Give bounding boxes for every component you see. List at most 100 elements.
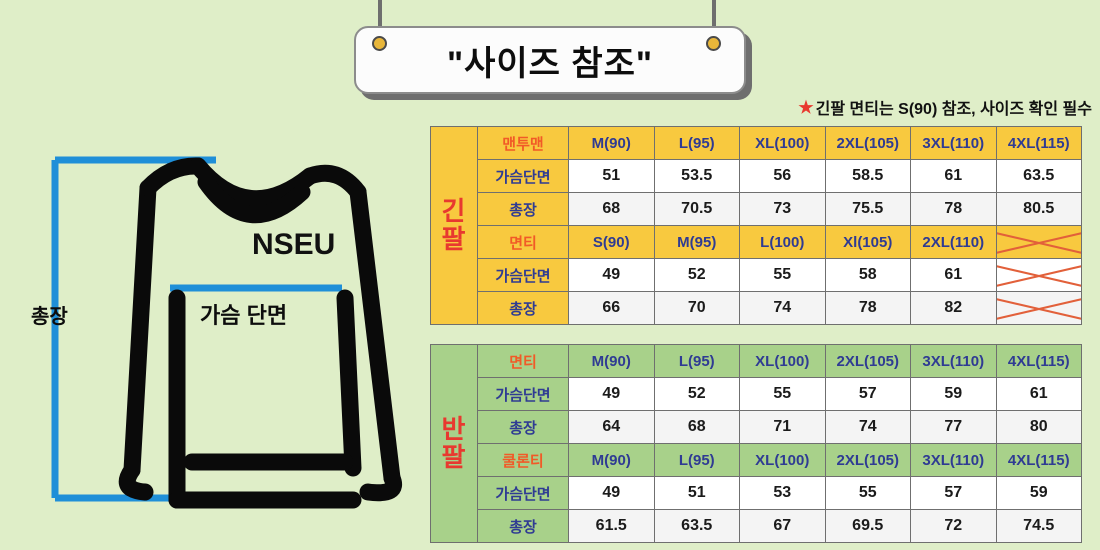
table-row: 가슴단면 49 52 55 58 61: [431, 258, 1082, 292]
measure-value: 55: [824, 476, 911, 510]
measure-value: 52: [653, 377, 740, 411]
category-label-coolon-tee: 쿨론티: [477, 443, 569, 477]
measure-value: 61: [995, 377, 1082, 411]
measure-value: 61: [910, 159, 997, 193]
measure-value: 71: [739, 410, 826, 444]
size-header: L(95): [653, 443, 740, 477]
banner-cord-right: [712, 0, 716, 45]
table-row: 총장 66 70 74 78 82: [431, 291, 1082, 325]
unavailable-cell: [995, 291, 1082, 325]
measure-value: 77: [910, 410, 997, 444]
star-icon: ★: [798, 97, 814, 117]
size-header: 3XL(110): [910, 443, 997, 477]
measure-value: 69.5: [824, 509, 911, 543]
measure-value: 68: [568, 192, 655, 226]
length-label: 총장: [31, 306, 68, 328]
measure-value: 82: [910, 291, 997, 325]
measure-value: 56: [739, 159, 826, 193]
size-header: S(90): [568, 225, 655, 259]
long-sleeve-size-table: 긴 팔 맨투맨 M(90) L(95) XL(100) 2XL(105) 3XL…: [430, 126, 1082, 325]
category-label-cotton-tee: 면티: [477, 344, 569, 378]
measure-label-length: 총장: [477, 192, 569, 226]
measure-value: 61: [910, 258, 997, 292]
measure-label-length: 총장: [477, 509, 569, 543]
size-header: M(95): [653, 225, 740, 259]
measure-value: 49: [568, 377, 655, 411]
size-header: 3XL(110): [910, 344, 997, 378]
banner: "사이즈 참조": [350, 0, 752, 100]
size-header: L(100): [739, 225, 826, 259]
category-label-mtm: 맨투맨: [477, 126, 569, 160]
measure-value: 57: [910, 476, 997, 510]
measure-value: 52: [653, 258, 740, 292]
table-row: 총장 61.5 63.5 67 69.5 72 74.5: [431, 509, 1082, 543]
measure-label-chest: 가슴단면: [477, 377, 569, 411]
measure-value: 70: [653, 291, 740, 325]
shirt-outline: [118, 157, 402, 509]
group-label-line2: 팔: [441, 223, 467, 254]
size-header: 4XL(115): [995, 443, 1082, 477]
size-header: 3XL(110): [910, 126, 997, 160]
measure-value: 72: [910, 509, 997, 543]
page-title: "사이즈 참조": [446, 44, 654, 83]
banner-rivet-right-icon: [706, 36, 721, 51]
measure-value: 49: [568, 476, 655, 510]
measure-value: 58.5: [824, 159, 911, 193]
short-sleeve-size-table: 반 팔 면티 M(90) L(95) XL(100) 2XL(105) 3XL(…: [430, 344, 1082, 543]
measure-value: 51: [568, 159, 655, 193]
measure-value: 53: [739, 476, 826, 510]
table-row: 총장 68 70.5 73 75.5 78 80.5: [431, 192, 1082, 226]
size-header: XL(100): [739, 344, 826, 378]
measure-value: 75.5: [824, 192, 911, 226]
group-label-long: 긴 팔: [430, 126, 478, 325]
group-label-line2: 팔: [441, 441, 467, 472]
chest-label: 가슴 단면: [200, 303, 288, 328]
shirt-illustration: 총장 가슴 단면 NSEU: [20, 130, 420, 530]
measure-value: 74.5: [995, 509, 1082, 543]
measure-value: 49: [568, 258, 655, 292]
measure-value: 78: [824, 291, 911, 325]
table-row: 총장 64 68 71 74 77 80: [431, 410, 1082, 444]
measure-value: 63.5: [995, 159, 1082, 193]
size-header: 2XL(105): [824, 126, 911, 160]
measure-label-length: 총장: [477, 291, 569, 325]
table-row: 가슴단면 51 53.5 56 58.5 61 63.5: [431, 159, 1082, 193]
size-header: L(95): [653, 344, 740, 378]
brand-text: NSEU: [248, 228, 340, 262]
measure-value: 70.5: [653, 192, 740, 226]
group-label-short: 반 팔: [430, 344, 478, 543]
size-header: XL(100): [739, 443, 826, 477]
category-label-cotton-tee: 면티: [477, 225, 569, 259]
measure-value: 63.5: [653, 509, 740, 543]
measure-label-chest: 가슴단면: [477, 258, 569, 292]
measure-value: 78: [910, 192, 997, 226]
group-label-line1: 반: [441, 414, 467, 445]
measure-label-chest: 가슴단면: [477, 159, 569, 193]
banner-cord-left: [378, 0, 382, 45]
size-header: XL(100): [739, 126, 826, 160]
measure-value: 59: [910, 377, 997, 411]
measure-value: 67: [739, 509, 826, 543]
table-row: 면티 S(90) M(95) L(100) Xl(105) 2XL(110): [431, 225, 1082, 259]
measure-value: 61.5: [568, 509, 655, 543]
measure-label-chest: 가슴단면: [477, 476, 569, 510]
size-header: M(90): [568, 126, 655, 160]
table-row: 가슴단면 49 51 53 55 57 59: [431, 476, 1082, 510]
measure-value: 53.5: [653, 159, 740, 193]
size-header: 2XL(110): [910, 225, 997, 259]
banner-rivet-left-icon: [372, 36, 387, 51]
size-header: 2XL(105): [824, 443, 911, 477]
measure-value: 68: [653, 410, 740, 444]
measure-value: 66: [568, 291, 655, 325]
table-row: 반 팔 면티 M(90) L(95) XL(100) 2XL(105) 3XL(…: [430, 344, 1082, 543]
unavailable-cell: [995, 258, 1082, 292]
measure-value: 57: [824, 377, 911, 411]
size-header: Xl(105): [824, 225, 911, 259]
measure-value: 74: [824, 410, 911, 444]
measure-label-length: 총장: [477, 410, 569, 444]
measure-value: 55: [739, 377, 826, 411]
measure-value: 64: [568, 410, 655, 444]
size-header: 4XL(115): [995, 126, 1082, 160]
measure-value: 55: [739, 258, 826, 292]
size-header: M(90): [568, 443, 655, 477]
